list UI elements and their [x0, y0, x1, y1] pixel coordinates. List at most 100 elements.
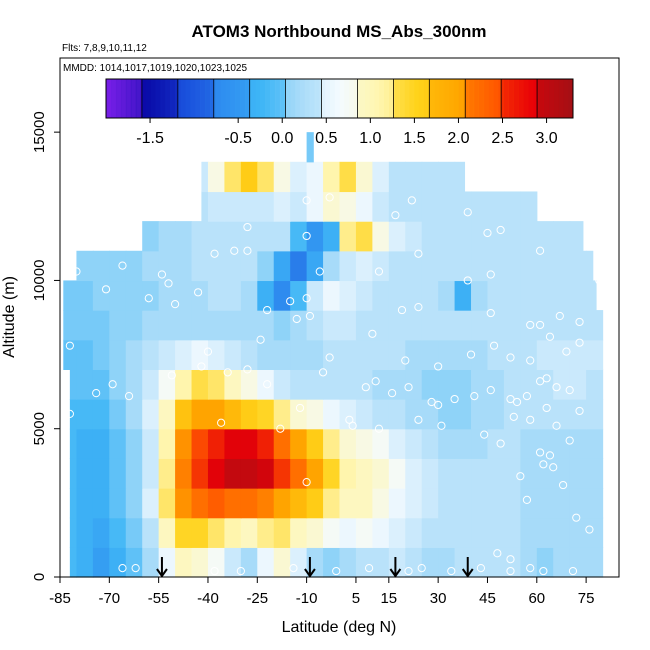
observation-point [526, 415, 535, 424]
y-tick-label: 10000 [31, 260, 48, 302]
heatmap-cell [158, 488, 176, 519]
x-tick-label: -85 [49, 590, 71, 607]
observation-point [506, 394, 515, 404]
heatmap-cell [372, 458, 390, 489]
flight-arrow [156, 557, 168, 578]
heatmap-cell [487, 280, 505, 311]
heatmap-cell [224, 191, 242, 222]
observation-point [555, 311, 564, 321]
heatmap-cell [421, 221, 439, 252]
heatmap-cell [257, 399, 275, 430]
colorbar-gradient [260, 79, 266, 118]
heatmap-cell [306, 458, 324, 489]
heatmap-cell [224, 339, 242, 370]
observation-point [476, 564, 485, 573]
observation-point [170, 300, 180, 309]
heatmap-cell [520, 547, 538, 578]
observation-point [506, 353, 515, 362]
chart-title: ATOM3 Northbound MS_Abs_300nm [191, 22, 486, 41]
heatmap-field [63, 132, 604, 578]
observation-point [595, 276, 604, 285]
heatmap-cell [487, 369, 505, 400]
heatmap-cell [306, 280, 324, 311]
observation-point [407, 196, 416, 205]
observation-point [463, 276, 472, 285]
heatmap-cell [339, 369, 357, 400]
heatmap-cell [405, 428, 423, 459]
heatmap-cell [142, 547, 160, 578]
x-tick-label: 5 [352, 590, 360, 607]
colorbar-gradient [518, 79, 524, 118]
colorbar-gradient [314, 79, 321, 118]
heatmap-cell [388, 250, 406, 282]
heatmap-cell [487, 339, 505, 370]
heatmap-cell [142, 369, 160, 400]
heatmap-cell [355, 458, 373, 489]
heatmap-cell [109, 250, 127, 282]
heatmap-cell [339, 280, 357, 311]
colorbar-gradient [423, 79, 430, 118]
heatmap-cell [438, 547, 456, 578]
heatmap-cell [471, 339, 489, 370]
heatmap-cell [125, 428, 143, 459]
heatmap-cell [503, 458, 521, 489]
heatmap-cell [454, 399, 472, 430]
heatmap-cell [306, 191, 324, 222]
heatmap-cell [201, 191, 209, 222]
heatmap-cell [273, 428, 291, 459]
colorbar-gradient [175, 79, 182, 118]
heatmap-cell [273, 517, 291, 548]
observation-point [65, 409, 74, 418]
x-tick-label: -25 [246, 590, 268, 607]
x-tick-label: 60 [528, 590, 545, 607]
heatmap-cell [421, 369, 439, 400]
heatmap-cell [536, 280, 554, 311]
heatmap-cell [323, 399, 341, 430]
heatmap-cell [405, 221, 423, 252]
heatmap-cell [520, 310, 538, 341]
heatmap-cell [92, 250, 110, 282]
heatmap-cell [257, 339, 275, 370]
heatmap-cell [109, 339, 127, 370]
heatmap-cell [454, 458, 472, 489]
observation-point [434, 400, 443, 410]
observation-point [545, 332, 555, 341]
observation-point [486, 308, 495, 318]
colorbar: -1.5 -0.5 0.0 0.5 1.0 1.5 2.0 2.5 3.0 [105, 78, 574, 147]
heatmap-cell [224, 458, 242, 489]
colorbar-gradient [155, 79, 162, 118]
heatmap-cell [69, 547, 78, 578]
heatmap-cell [569, 488, 587, 519]
heatmap-cell [372, 250, 390, 282]
heatmap-cell [471, 399, 489, 430]
observation-point [388, 389, 397, 398]
colorbar-gradient [250, 79, 256, 118]
heatmap-cell [487, 250, 505, 282]
heatmap-cell [92, 310, 110, 341]
heatmap-cell [471, 221, 489, 252]
y-axis-label: Altitude (m) [1, 276, 18, 358]
colorbar-gradient [414, 79, 420, 118]
heatmap-cell [191, 428, 209, 459]
heatmap-cell [76, 250, 94, 282]
heatmap-cell [438, 458, 456, 489]
heatmap-cell [240, 458, 258, 489]
heatmap-cell [536, 428, 554, 459]
heatmap-cell [142, 250, 160, 282]
observation-point [276, 424, 285, 433]
heatmap-cell [125, 339, 143, 370]
colorbar-gradient [279, 79, 286, 118]
heatmap-cell [158, 339, 176, 370]
observation-point [509, 412, 518, 421]
heatmap-cell [372, 339, 390, 370]
heatmap-cell [339, 221, 357, 252]
heatmap-cell [63, 339, 78, 370]
observation-point [542, 374, 551, 383]
colorbar-tick-label: -0.5 [224, 130, 252, 147]
colorbar-gradient [394, 79, 400, 118]
heatmap-cell [520, 369, 538, 400]
heatmap-cell [125, 517, 143, 548]
heatmap-cell [553, 369, 571, 400]
heatmap-cell [454, 428, 472, 459]
heatmap-cell [290, 221, 308, 252]
